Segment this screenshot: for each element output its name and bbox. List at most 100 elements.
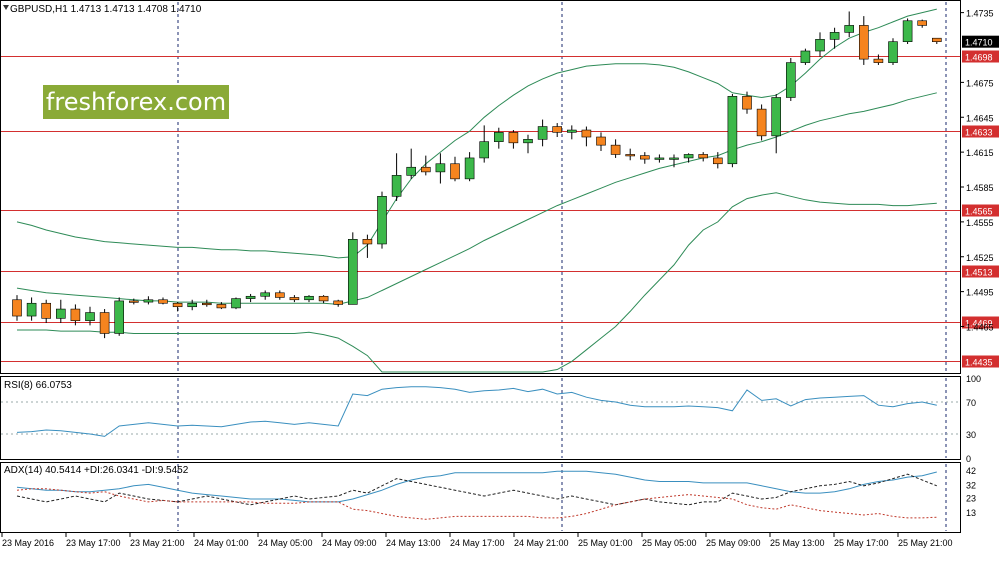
candle (493, 127, 504, 149)
level-price-tag (962, 125, 999, 138)
candle (362, 234, 373, 258)
candle-body (639, 155, 650, 160)
level-price-tag (962, 316, 999, 329)
candle-body (552, 126, 563, 133)
candle (187, 299, 197, 311)
candle-body (508, 132, 519, 144)
time-tick-label: 25 May 05:00 (642, 538, 697, 548)
time-tick-label: 24 May 13:00 (386, 538, 441, 548)
rsi-series-line (16, 386, 937, 437)
candle-body (202, 302, 212, 306)
candle (41, 299, 52, 324)
level-price-label: 1.4435 (965, 358, 993, 368)
candle (698, 152, 709, 162)
time-tick-label: 25 May 21:00 (898, 538, 953, 548)
time-tick-label: 25 May 13:00 (770, 538, 825, 548)
candle-body (581, 129, 592, 138)
adx-series-line (16, 488, 937, 520)
candle (756, 104, 767, 141)
candle-body (464, 157, 475, 180)
candle (231, 297, 241, 310)
candle (523, 134, 533, 154)
adx-series-line (16, 470, 937, 503)
horizontal-levels (1, 56, 960, 362)
candle (391, 153, 402, 201)
price-tick-label: 1.4735 (966, 9, 994, 19)
candle (274, 290, 285, 300)
time-tick-label: 23 May 2016 (2, 538, 54, 548)
candle-body (304, 295, 314, 301)
candlesticks (12, 11, 942, 339)
candle-body (406, 166, 417, 176)
candle (931, 37, 942, 45)
level-price-label: 1.4698 (965, 53, 993, 63)
bollinger-lower-line (17, 192, 937, 373)
candle (158, 297, 168, 305)
candle-body (129, 300, 139, 303)
price-tick-label: 1.4555 (966, 218, 994, 228)
candle-body (756, 108, 767, 137)
adx-tick-label: 42 (966, 466, 976, 476)
candle (420, 155, 431, 176)
candle (260, 290, 271, 300)
level-price-tag (962, 50, 999, 63)
candle (800, 48, 811, 65)
time-tick-label: 23 May 21:00 (130, 538, 185, 548)
candle (26, 297, 37, 321)
candle-body (479, 141, 490, 159)
candle-body (917, 20, 928, 26)
candle (596, 132, 606, 151)
rsi-tick-label: 30 (966, 430, 976, 440)
time-tick-label: 25 May 01:00 (578, 538, 633, 548)
candle-body (566, 129, 577, 133)
candle-body (260, 292, 271, 297)
candle (581, 126, 592, 147)
adx-tick-label: 23 (966, 494, 976, 504)
candle-body (669, 157, 679, 160)
candle (12, 295, 22, 321)
candle (333, 299, 344, 307)
candle (844, 11, 855, 38)
time-tick-label: 25 May 09:00 (706, 538, 761, 548)
candle (129, 298, 139, 305)
candle-body (143, 299, 154, 303)
rsi-tick-label: 70 (966, 398, 976, 408)
candle (464, 152, 475, 182)
adx-lines (16, 470, 937, 520)
candle-body (537, 126, 548, 140)
candle-body (435, 163, 446, 173)
watermark-logo: freshforex.com (43, 85, 229, 119)
price-tick-label: 1.4525 (966, 253, 994, 263)
candle-body (815, 39, 825, 52)
candle (450, 156, 460, 182)
candle-body (114, 300, 124, 334)
candle (85, 306, 95, 326)
candle (683, 153, 694, 163)
collapse-arrow-icon[interactable] (3, 5, 9, 10)
candle (566, 125, 577, 140)
candle-body (654, 157, 665, 160)
candle-body (450, 163, 460, 180)
level-price-label: 1.4565 (965, 207, 993, 217)
candle (654, 154, 665, 163)
candle-body (187, 302, 197, 308)
candle-body (362, 239, 373, 245)
candle-body (785, 62, 796, 98)
time-tick-label: 24 May 09:00 (322, 538, 377, 548)
candle-body (420, 166, 431, 173)
candle-body (858, 25, 869, 60)
candle-body (931, 37, 942, 42)
candle (435, 153, 446, 184)
candle-body (610, 144, 621, 155)
candle (479, 125, 490, 163)
candle (289, 295, 300, 303)
candle-body (844, 25, 855, 33)
adx-tick-label: 32 (966, 480, 976, 490)
rsi-panel-frame (0, 376, 961, 460)
candle-body (683, 154, 694, 159)
candle-body (172, 302, 183, 308)
candle (552, 123, 563, 138)
rsi-tick-label: 100 (966, 374, 981, 384)
candle (712, 152, 723, 169)
